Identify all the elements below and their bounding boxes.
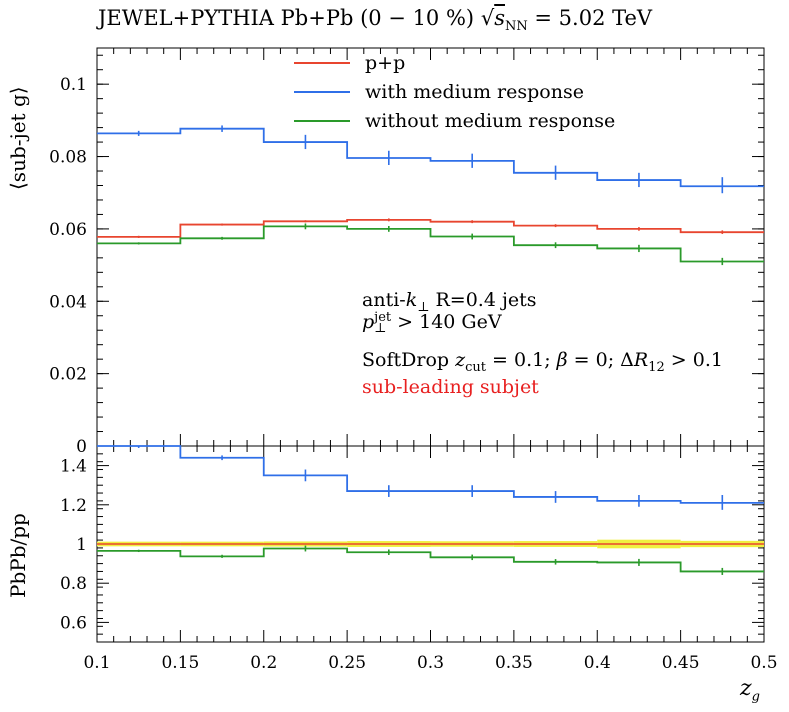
y-tick-label: 0.6 [60, 613, 87, 633]
bottom-panel: 0.6 0.8 1 1.2 1.4 0.1 0.15 0.2 0.25 0.3 0.35 0.4 0.4… [60, 445, 778, 673]
annotation-jets: anti-k⊥ R=0.4 jets [362, 289, 537, 315]
x-axis-label: zg [740, 676, 760, 705]
y-tick-label: 0.08 [49, 148, 87, 168]
legend-label: with medium response [365, 81, 584, 103]
annotation-pt-cut: p jet ⊥ > 140 GeV [362, 310, 502, 336]
top-panel: 0 0.02 0.04 0.06 0.08 0.1 [49, 47, 765, 457]
x-tick-label: 0.3 [417, 653, 444, 673]
y-tick-label: 1 [76, 535, 87, 555]
series-line-0 [97, 445, 764, 504]
series-line-2 [97, 225, 764, 263]
y-tick-label: 0.8 [60, 574, 87, 594]
legend-label: without medium response [365, 110, 615, 132]
y-tick-label: 1.4 [60, 457, 87, 477]
x-tick-label: 0.4 [584, 653, 611, 673]
legend: p+p with medium response without medium re… [294, 52, 615, 132]
y-tick-label: 0.1 [60, 75, 87, 95]
x-tick-label: 0.5 [750, 653, 777, 673]
legend-label: p+p [365, 52, 405, 74]
y-tick-label: 0 [76, 437, 87, 457]
x-tick-label: 0.45 [662, 653, 700, 673]
chart-title: JEWEL+PYTHIA Pb+Pb (0 − 10 %) √sNN = 5.0… [98, 6, 653, 35]
annotation-softdrop: SoftDrop zcut = 0.1; β = 0; ΔR12 > 0.1 [362, 349, 723, 375]
series-line-1 [97, 127, 764, 188]
x-tick-label: 0.15 [161, 653, 199, 673]
y-tick-label: 0.04 [49, 292, 87, 312]
y-tick-label: 0.02 [49, 365, 87, 385]
x-tick-label: 0.2 [250, 653, 277, 673]
x-tick-label: 0.1 [83, 653, 110, 673]
y-tick-label: 0.06 [49, 220, 87, 240]
y-tick-label: 1.2 [60, 496, 87, 516]
x-tick-label: 0.35 [495, 653, 533, 673]
annotation-subleading: sub-leading subjet [362, 376, 539, 398]
x-tick-label: 0.25 [328, 653, 366, 673]
series-line-1 [97, 547, 764, 573]
